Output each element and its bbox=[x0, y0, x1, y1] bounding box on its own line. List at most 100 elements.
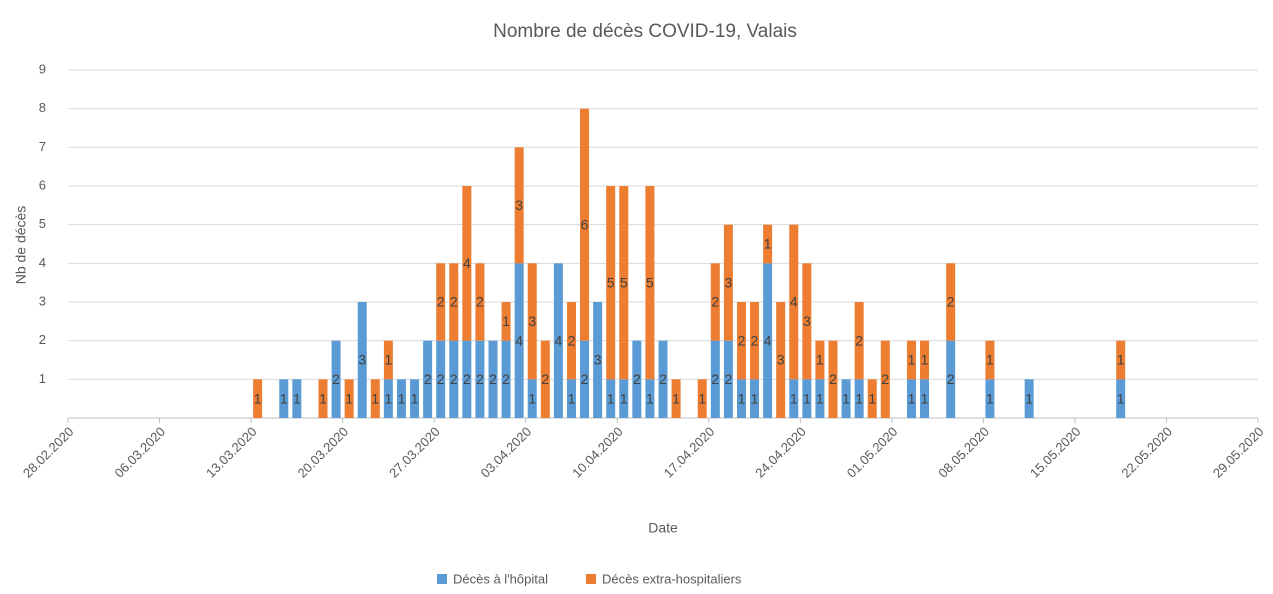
bar-segment bbox=[841, 379, 851, 418]
data-label: 2 bbox=[659, 371, 667, 387]
data-label: 2 bbox=[476, 294, 484, 310]
data-label: 2 bbox=[881, 371, 889, 387]
bar-segment bbox=[946, 263, 956, 341]
x-tick-label: 08.05.2020 bbox=[935, 424, 992, 481]
bar-segment bbox=[828, 340, 838, 418]
data-label: 1 bbox=[1025, 390, 1033, 406]
bar-segment bbox=[593, 302, 603, 418]
bar-segment bbox=[697, 379, 707, 418]
data-label: 2 bbox=[751, 332, 759, 348]
bar-segment bbox=[553, 263, 563, 418]
bar-segment bbox=[920, 379, 930, 418]
bar-segment bbox=[1116, 340, 1126, 380]
data-label: 2 bbox=[581, 371, 589, 387]
bar-segment bbox=[645, 186, 655, 380]
data-label: 1 bbox=[921, 390, 929, 406]
data-label: 6 bbox=[581, 216, 589, 232]
y-tick-label: 8 bbox=[39, 100, 46, 115]
data-label: 2 bbox=[568, 332, 576, 348]
y-tick-label: 2 bbox=[39, 332, 46, 347]
data-label: 1 bbox=[921, 352, 929, 368]
bar-segment bbox=[1116, 379, 1126, 418]
bar-segment bbox=[527, 379, 537, 418]
bar-segment bbox=[763, 263, 773, 418]
data-label: 5 bbox=[646, 274, 654, 290]
bar-segment bbox=[449, 340, 459, 418]
bar-segment bbox=[462, 340, 472, 418]
data-label: 1 bbox=[293, 390, 301, 406]
data-label: 1 bbox=[986, 352, 994, 368]
data-label: 3 bbox=[777, 352, 785, 368]
bar-segment bbox=[710, 340, 720, 418]
bar-segment bbox=[854, 379, 864, 418]
data-label: 1 bbox=[790, 390, 798, 406]
data-label: 2 bbox=[829, 371, 837, 387]
data-label: 1 bbox=[986, 390, 994, 406]
bar-segment bbox=[946, 340, 956, 418]
bar-segment bbox=[527, 263, 537, 380]
bar-segment bbox=[475, 340, 485, 418]
bar-segment bbox=[723, 224, 733, 341]
legend-label: Décès extra-hospitaliers bbox=[602, 571, 742, 586]
bar-segment bbox=[750, 302, 760, 380]
data-label: 2 bbox=[424, 371, 432, 387]
bar-segment bbox=[789, 224, 799, 380]
bar-segment bbox=[475, 263, 485, 341]
data-label: 2 bbox=[724, 371, 732, 387]
data-label: 1 bbox=[646, 390, 654, 406]
data-label: 1 bbox=[568, 390, 576, 406]
bar-segment bbox=[985, 379, 995, 418]
bar-segment bbox=[867, 379, 877, 418]
data-label: 2 bbox=[855, 332, 863, 348]
data-label: 2 bbox=[463, 371, 471, 387]
data-label: 2 bbox=[437, 371, 445, 387]
bar-segment bbox=[920, 340, 930, 380]
data-label: 1 bbox=[502, 313, 510, 329]
chart-title: Nombre de décès COVID-19, Valais bbox=[493, 21, 797, 42]
bar-segment bbox=[383, 340, 393, 380]
bar-segment bbox=[815, 379, 825, 418]
y-tick-label: 6 bbox=[39, 177, 46, 192]
legend-swatch bbox=[585, 574, 596, 584]
x-tick-label: 10.04.2020 bbox=[569, 424, 626, 481]
bar-segment bbox=[331, 340, 341, 418]
bar-segment bbox=[396, 379, 406, 418]
x-tick-label: 20.03.2020 bbox=[295, 424, 352, 481]
data-label: 1 bbox=[751, 390, 759, 406]
bar-segment bbox=[619, 379, 629, 418]
bar-segment bbox=[750, 379, 760, 418]
bar-segment bbox=[488, 340, 498, 418]
bar-segment bbox=[462, 186, 472, 341]
data-label: 2 bbox=[711, 371, 719, 387]
bar-segment bbox=[619, 186, 629, 380]
bar-segment bbox=[776, 302, 786, 418]
data-label: 3 bbox=[803, 313, 811, 329]
bar-segment bbox=[880, 340, 890, 418]
legend-swatch bbox=[437, 574, 447, 584]
y-tick-label: 4 bbox=[39, 255, 46, 270]
bar-segment bbox=[632, 340, 642, 418]
bar-segment bbox=[1024, 379, 1034, 418]
data-label: 4 bbox=[554, 332, 562, 348]
x-axis-title: Date bbox=[648, 520, 678, 536]
data-label: 1 bbox=[738, 390, 746, 406]
data-label: 1 bbox=[384, 390, 392, 406]
bar-segment bbox=[566, 379, 576, 418]
data-label: 4 bbox=[790, 294, 798, 310]
data-label: 1 bbox=[384, 352, 392, 368]
bar-segment bbox=[501, 340, 511, 418]
data-label: 1 bbox=[855, 390, 863, 406]
bar-segment bbox=[763, 224, 773, 264]
data-label: 5 bbox=[620, 274, 628, 290]
x-tick-label: 28.02.2020 bbox=[20, 424, 77, 481]
data-label: 1 bbox=[1117, 390, 1125, 406]
data-label: 2 bbox=[476, 371, 484, 387]
data-label: 1 bbox=[908, 390, 916, 406]
bar-segment bbox=[802, 379, 812, 418]
bar-segment bbox=[279, 379, 289, 418]
data-label: 2 bbox=[633, 371, 641, 387]
data-label: 1 bbox=[672, 390, 680, 406]
data-label: 1 bbox=[620, 390, 628, 406]
data-label: 1 bbox=[842, 390, 850, 406]
